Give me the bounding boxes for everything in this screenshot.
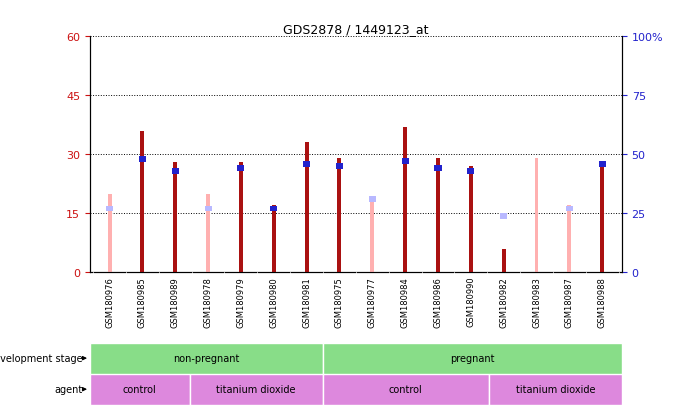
Bar — [173, 163, 177, 273]
Text: pregnant: pregnant — [450, 353, 495, 363]
Bar — [489, 374, 622, 405]
Text: GSM180981: GSM180981 — [302, 276, 311, 327]
Text: GSM180980: GSM180980 — [269, 276, 278, 327]
Bar — [238, 166, 245, 172]
Bar — [336, 164, 343, 170]
Bar — [108, 194, 111, 273]
Bar — [502, 249, 506, 273]
Bar — [139, 157, 146, 163]
Bar — [566, 206, 573, 212]
Text: agent: agent — [55, 384, 83, 394]
Text: GSM180985: GSM180985 — [138, 276, 147, 327]
Bar — [436, 159, 440, 273]
Text: development stage: development stage — [0, 353, 83, 363]
Text: titanium dioxide: titanium dioxide — [216, 384, 296, 394]
Bar — [500, 213, 507, 219]
Bar — [305, 143, 309, 273]
Bar — [600, 163, 604, 273]
Text: GSM180978: GSM180978 — [204, 276, 213, 327]
Text: titanium dioxide: titanium dioxide — [515, 384, 595, 394]
Text: control: control — [389, 384, 423, 394]
Bar — [171, 169, 179, 174]
Bar — [567, 206, 571, 273]
Bar — [535, 159, 538, 273]
Text: non-pregnant: non-pregnant — [173, 353, 239, 363]
Text: GSM180988: GSM180988 — [598, 276, 607, 327]
Text: GSM180983: GSM180983 — [532, 276, 541, 327]
Text: GSM180990: GSM180990 — [466, 276, 475, 327]
Text: GSM180975: GSM180975 — [335, 276, 344, 327]
Bar — [598, 161, 606, 167]
Bar — [467, 169, 474, 174]
Text: GSM180987: GSM180987 — [565, 276, 574, 327]
Bar — [140, 131, 144, 273]
Bar — [323, 374, 489, 405]
Text: GSM180982: GSM180982 — [499, 276, 508, 327]
Bar — [205, 206, 211, 212]
Text: GSM180989: GSM180989 — [171, 276, 180, 327]
Bar — [239, 163, 243, 273]
Bar — [337, 159, 341, 273]
Bar — [323, 343, 622, 374]
Bar — [369, 197, 376, 202]
Bar — [435, 166, 442, 172]
Bar — [270, 206, 277, 212]
Bar — [272, 206, 276, 273]
Title: GDS2878 / 1449123_at: GDS2878 / 1449123_at — [283, 23, 428, 36]
Text: GSM180976: GSM180976 — [105, 276, 114, 327]
Bar — [469, 166, 473, 273]
Text: control: control — [123, 384, 157, 394]
Text: GSM180979: GSM180979 — [236, 276, 245, 327]
Bar — [206, 194, 210, 273]
Text: GSM180984: GSM180984 — [401, 276, 410, 327]
Bar — [303, 161, 310, 167]
Bar — [403, 127, 407, 273]
Text: GSM180986: GSM180986 — [433, 276, 442, 327]
Bar — [90, 374, 189, 405]
Bar — [90, 343, 323, 374]
Bar — [106, 206, 113, 212]
Bar — [189, 374, 323, 405]
Bar — [401, 159, 408, 165]
Text: GSM180977: GSM180977 — [368, 276, 377, 327]
Bar — [370, 202, 375, 273]
